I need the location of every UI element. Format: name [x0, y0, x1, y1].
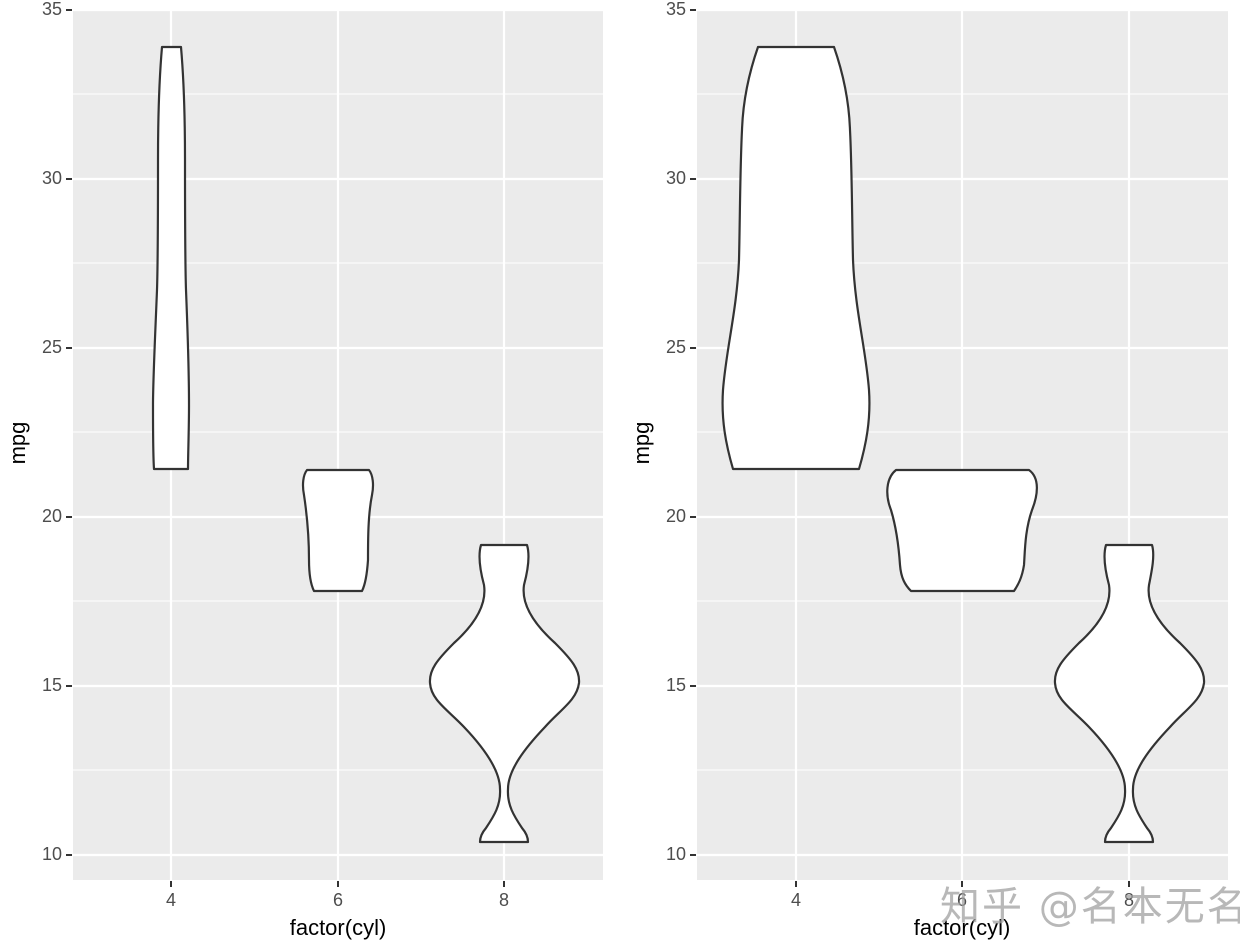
left-y-tick-label: 20 — [41, 506, 62, 526]
left-y-tick-label: 25 — [41, 337, 62, 357]
left-y-tick-label: 35 — [41, 0, 62, 19]
right-x-axis-title: factor(cyl) — [913, 915, 1011, 940]
left-x-tick-mark — [170, 881, 172, 887]
left-x-tick-mark — [503, 881, 505, 887]
left-x-tick-label: 6 — [332, 890, 343, 910]
left-x-tick-label: 4 — [165, 890, 176, 910]
left-y-tick-mark — [66, 178, 72, 180]
left-y-axis-title: mpg — [5, 421, 30, 465]
left-y-tick-label: 10 — [41, 844, 62, 864]
left-violins — [151, 45, 581, 844]
left-y-tick-mark — [66, 854, 72, 856]
right-y-tick-mark — [690, 516, 696, 518]
right-y-axis-title: mpg — [629, 421, 654, 465]
right-violins — [721, 45, 1206, 844]
right-y-tick-mark — [690, 9, 696, 11]
watermark-text: 知乎 @名本无名 — [940, 884, 1240, 930]
violin-left-cyl4 — [151, 45, 191, 471]
right-y-tick-label: 15 — [665, 675, 686, 695]
left-x-tick-mark — [337, 881, 339, 887]
right-x-tick-label: 8 — [1123, 890, 1134, 910]
violin-right-cyl6 — [886, 468, 1038, 593]
right-x-tick-mark — [1128, 881, 1130, 887]
right-y-tick-mark — [690, 347, 696, 349]
left-x-axis-title: factor(cyl) — [289, 915, 387, 940]
right-x-tick-label: 6 — [956, 890, 967, 910]
left-y-tick-mark — [66, 685, 72, 687]
right-x-tick-label: 4 — [790, 890, 801, 910]
left-y-tick-mark — [66, 347, 72, 349]
violin-left-cyl6 — [301, 468, 375, 593]
right-y-tick-label: 20 — [665, 506, 686, 526]
right-y-tick-label: 10 — [665, 844, 686, 864]
left-y-tick-label: 30 — [41, 168, 62, 188]
right-y-tick-mark — [690, 854, 696, 856]
left-y-tick-mark — [66, 516, 72, 518]
violin-right-cyl4 — [721, 45, 871, 471]
left-x-tick-label: 8 — [498, 890, 509, 910]
right-x-tick-mark — [795, 881, 797, 887]
right-y-tick-label: 35 — [665, 0, 686, 19]
right-y-tick-label: 30 — [665, 168, 686, 188]
right-x-tick-mark — [961, 881, 963, 887]
violin-left-cyl8 — [428, 543, 581, 844]
left-y-tick-mark — [66, 9, 72, 11]
right-y-tick-label: 25 — [665, 337, 686, 357]
right-y-tick-mark — [690, 685, 696, 687]
left-y-tick-label: 15 — [41, 675, 62, 695]
right-y-tick-mark — [690, 178, 696, 180]
violin-right-cyl8 — [1053, 543, 1206, 844]
